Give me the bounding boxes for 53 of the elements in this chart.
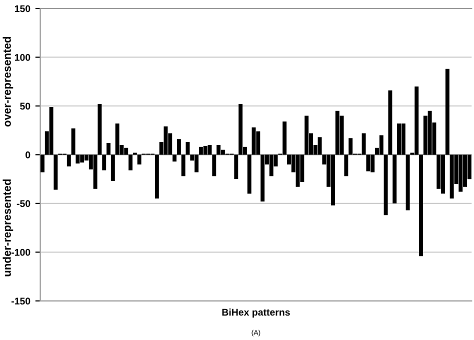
bar bbox=[71, 128, 76, 155]
y-tick-label: -50 bbox=[16, 200, 30, 208]
bar bbox=[247, 154, 252, 194]
bar bbox=[304, 116, 309, 155]
bar bbox=[388, 90, 392, 155]
bar bbox=[115, 124, 120, 155]
bar bbox=[106, 143, 110, 155]
bar bbox=[392, 154, 397, 204]
bar bbox=[419, 154, 423, 256]
bar bbox=[296, 154, 300, 187]
bar bbox=[172, 154, 177, 162]
bar bbox=[181, 154, 186, 176]
bar bbox=[450, 154, 454, 199]
bar bbox=[445, 68, 450, 155]
bar bbox=[401, 124, 406, 155]
bar bbox=[154, 154, 159, 199]
bar bbox=[384, 154, 388, 216]
bar bbox=[428, 110, 432, 155]
y-tick-label: 150 bbox=[14, 5, 30, 12]
bar bbox=[76, 154, 80, 164]
bar bbox=[137, 154, 142, 164]
bar bbox=[54, 154, 58, 190]
bar bbox=[260, 154, 265, 202]
y-tick-label: -150 bbox=[11, 298, 30, 305]
y-tick-label: 100 bbox=[14, 54, 30, 61]
bar bbox=[406, 154, 410, 210]
y-tick-label: 50 bbox=[20, 102, 30, 110]
bar bbox=[176, 139, 181, 155]
y-tick-label: -100 bbox=[11, 248, 30, 256]
bar bbox=[318, 137, 322, 155]
bar bbox=[348, 138, 353, 155]
bar bbox=[238, 104, 243, 155]
bar bbox=[66, 154, 71, 166]
bar bbox=[269, 154, 274, 176]
bar bbox=[49, 106, 54, 155]
bar bbox=[98, 104, 102, 155]
bar bbox=[102, 154, 106, 170]
bar bbox=[234, 154, 238, 180]
bar bbox=[110, 154, 115, 182]
bar bbox=[93, 154, 98, 189]
bar bbox=[366, 154, 370, 172]
bar bbox=[216, 144, 221, 155]
text: under-represented bbox=[2, 179, 14, 276]
bar bbox=[128, 154, 132, 170]
bar bbox=[212, 154, 216, 176]
bar bbox=[203, 146, 208, 155]
y-tick-label: 0 bbox=[26, 151, 30, 158]
bar bbox=[256, 131, 260, 155]
x-axis-title: BiHex patterns bbox=[222, 308, 290, 318]
bar bbox=[362, 133, 366, 155]
bar bbox=[344, 154, 348, 176]
bar bbox=[379, 135, 384, 155]
y-axis-title: over-represented bbox=[2, 36, 14, 127]
